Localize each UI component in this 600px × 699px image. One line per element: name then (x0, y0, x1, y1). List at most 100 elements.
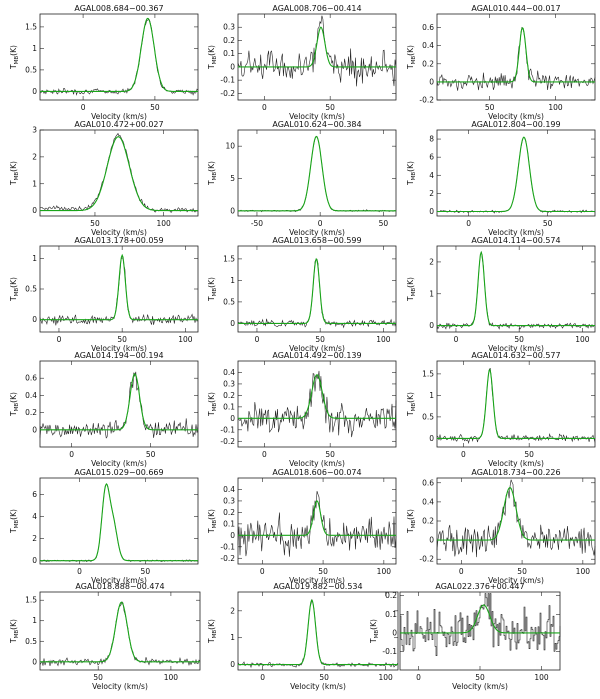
y-tick-label: 1.5 (422, 369, 434, 378)
y-tick-label: -0.2 (220, 437, 235, 446)
y-tick-label: 0 (230, 62, 235, 71)
x-tick-label: 100 (156, 219, 171, 228)
x-axis-label: Velocity (km/s) (488, 112, 544, 121)
plot-frame (237, 129, 397, 217)
spectrum-line (436, 26, 596, 91)
x-tick-label: 50 (524, 450, 534, 459)
x-tick-label: 50 (325, 450, 335, 459)
y-tick-label: 5 (230, 174, 235, 183)
y-tick-label: 0.2 (422, 517, 434, 526)
y-tick-label: 0 (32, 657, 37, 666)
x-tick-label: 50 (141, 567, 151, 576)
panel-title: AGAL014.632−00.577 (471, 351, 560, 360)
spectrum-panel: AGAL013.178+00.059 0 50 100 0 0.5 1 Velocity (k… (9, 236, 199, 353)
y-tick-label: 1 (32, 44, 37, 53)
y-tick-label: -0.2 (419, 96, 434, 105)
gaussian-fit-line (238, 374, 396, 419)
panel-title: AGAL022.376+00.447 (435, 582, 524, 591)
y-tick-label: 0 (429, 321, 434, 330)
y-axis-label: TMB(K) (207, 619, 218, 644)
spectrum-line (237, 15, 397, 87)
y-axis-label: TMB(K) (207, 277, 218, 302)
spectrum-panel: AGAL022.376+00.447 0 50 100 -0.1 0 0.1 0.2 Veloc… (369, 582, 561, 691)
x-tick-label: 50 (90, 219, 100, 228)
y-tick-label: 0.1 (223, 519, 235, 528)
x-tick-label: 0 (318, 219, 323, 228)
x-tick-label: 0 (262, 450, 267, 459)
y-axis-label: TMB(K) (9, 392, 20, 417)
plot-frame (436, 129, 596, 217)
spectrum-line (436, 251, 596, 330)
spectrum-line (39, 483, 199, 563)
y-tick-label: 1.5 (25, 596, 37, 605)
x-tick-label: 50 (517, 567, 527, 576)
y-tick-label: 1 (429, 289, 434, 298)
spectrum-line (39, 132, 199, 213)
y-tick-label: 1 (230, 276, 235, 285)
plot-frame (39, 245, 199, 333)
panel-title: AGAL014.114−00.574 (471, 236, 560, 245)
x-tick-label: 0 (459, 567, 464, 576)
y-tick-label: 4 (32, 512, 37, 521)
spectrum-panel: AGAL010.472+00.027 50 100 0 1 2 3 Velocity (km/… (9, 120, 199, 237)
spectrum-panel: AGAL008.706−00.414 0 50 -0.2 -0.1 0 0.1 0.2 0.3 V… (207, 4, 397, 121)
spectrum-line (39, 18, 199, 96)
y-tick-label: 2 (429, 257, 434, 266)
panel-title: AGAL018.606−00.074 (272, 468, 361, 477)
y-tick-label: 0.2 (422, 59, 434, 68)
spectrum-line (436, 367, 596, 445)
x-tick-label: 0 (69, 450, 74, 459)
y-tick-label: -0.2 (419, 555, 434, 564)
x-tick-label: 0 (466, 219, 471, 228)
x-tick-label: -50 (251, 219, 263, 228)
x-tick-label: 0 (57, 335, 62, 344)
spectrum-line (39, 601, 201, 667)
panel-title: AGAL013.178+00.059 (74, 236, 163, 245)
y-tick-label: -0.2 (220, 554, 235, 563)
y-tick-label: 0 (429, 207, 434, 216)
y-tick-label: -0.1 (382, 647, 397, 656)
x-axis-label: Velocity (km/s) (488, 576, 544, 585)
gaussian-fit-line (238, 599, 398, 666)
x-axis-label: Velocity (km/s) (290, 682, 346, 691)
x-axis-label: Velocity (km/s) (91, 112, 147, 121)
y-tick-label: 0 (32, 315, 37, 324)
x-tick-label: 50 (325, 103, 335, 112)
panel-title: AGAL014.492−00.139 (272, 351, 361, 360)
x-axis-label: Velocity (km/s) (289, 344, 345, 353)
y-tick-label: 0 (392, 628, 397, 637)
gaussian-fit-line (437, 486, 595, 541)
x-tick-label: 0 (262, 103, 267, 112)
y-tick-label: -0.2 (220, 89, 235, 98)
plot-frame (436, 360, 596, 448)
y-tick-label: 2 (32, 152, 37, 161)
x-tick-label: 50 (319, 673, 329, 682)
y-tick-label: 0.3 (223, 496, 235, 505)
y-axis-label: TMB(K) (406, 161, 417, 186)
spectrum-panel: AGAL014.492−00.139 0 50 -0.2 -0.1 0 0.1 0.2 0.3 0… (207, 351, 397, 468)
y-tick-label: 0 (429, 77, 434, 86)
x-tick-label: 100 (379, 673, 394, 682)
plot-frame (436, 13, 596, 101)
y-tick-label: 2 (429, 189, 434, 198)
panel-title: AGAL012.804−00.199 (471, 120, 560, 129)
y-tick-label: 0.1 (223, 402, 235, 411)
panel-title: AGAL018.734−00.226 (471, 468, 560, 477)
y-tick-label: 0.5 (223, 297, 235, 306)
x-axis-label: Velocity (km/s) (289, 112, 345, 121)
panel-title: AGAL010.624−00.384 (272, 120, 361, 129)
x-axis-label: Velocity (km/s) (289, 576, 345, 585)
plot-frame (237, 13, 397, 101)
spectrum-line (237, 258, 397, 329)
y-tick-label: 0 (230, 206, 235, 215)
spectrum-panel: AGAL019.882−00.534 0 50 100 0 1 2 Velocity (km/… (207, 582, 399, 691)
x-tick-label: 50 (475, 673, 485, 682)
spectrum-panel: AGAL012.804−00.199 0 50 0 2 4 6 8 Velocity (km/s… (406, 120, 596, 237)
spectrum-panel: AGAL013.658−00.599 0 50 100 0 0.5 1 1.5 Velocity… (207, 236, 397, 353)
y-tick-label: 0 (230, 414, 235, 423)
spectrum-panel: AGAL008.684−00.367 0 50 0 0.5 1 1.5 Velocity (k… (9, 4, 199, 121)
y-tick-label: 0.4 (223, 368, 235, 377)
spectrum-panel: AGAL018.606−00.074 0 50 100 -0.2 -0.1 0 0.1 0.2 0… (207, 468, 397, 585)
spectrum-panel: AGAL010.624−00.384 -50 0 50 0 5 10 Velocity (km… (207, 120, 397, 237)
y-tick-label: 1.5 (25, 22, 37, 31)
